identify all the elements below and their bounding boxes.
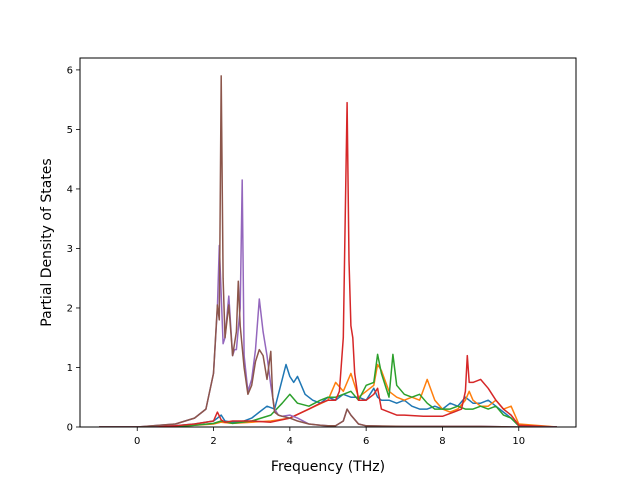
series-layer xyxy=(99,75,557,427)
x-tick-label: 4 xyxy=(287,436,293,447)
y-tick-label: 6 xyxy=(67,65,73,76)
x-tick-label: 2 xyxy=(210,436,216,447)
y-tick-label: 3 xyxy=(67,244,73,255)
y-tick-label: 2 xyxy=(67,303,73,314)
x-axis-ticks: 0 2 4 6 8 10 xyxy=(134,427,525,447)
y-tick-label: 5 xyxy=(67,125,73,136)
x-tick-label: 10 xyxy=(512,436,525,447)
x-axis-label: Frequency (THz) xyxy=(271,459,385,475)
y-tick-label: 4 xyxy=(67,184,73,195)
y-tick-label: 0 xyxy=(67,423,73,434)
y-tick-label: 1 xyxy=(67,363,73,374)
series-line-6 xyxy=(99,75,557,427)
x-tick-label: 6 xyxy=(363,436,369,447)
y-axis-ticks: 0 1 2 3 4 5 6 xyxy=(67,65,80,434)
plot-area xyxy=(79,57,577,428)
x-tick-label: 8 xyxy=(439,436,445,447)
y-axis-label: Partial Density of States xyxy=(39,158,55,326)
x-tick-label: 0 xyxy=(134,436,140,447)
series-line-4 xyxy=(99,101,557,427)
axes-frame xyxy=(79,57,577,428)
